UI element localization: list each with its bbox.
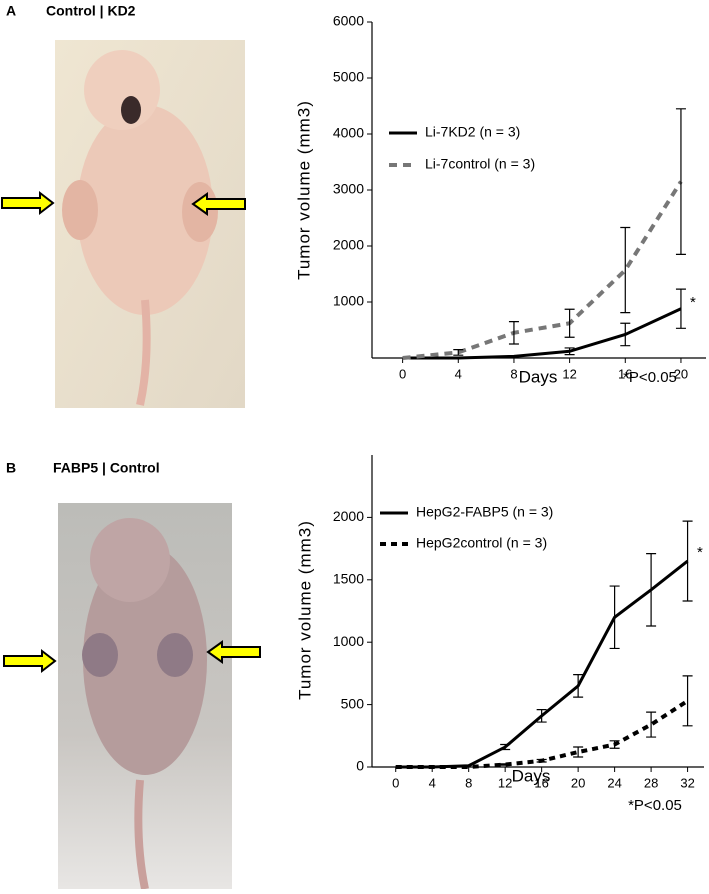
data-line — [402, 180, 683, 360]
legend-label: HepG2-FABP5 (n = 3) — [416, 504, 553, 520]
legend-label: Li-7KD2 (n = 3) — [425, 124, 520, 140]
error-bar — [564, 347, 575, 356]
error-bar — [675, 108, 686, 255]
data-line — [402, 307, 682, 360]
x-tick-label: 0 — [392, 775, 399, 790]
annotation: * — [690, 294, 696, 311]
y-tick-label: 0 — [356, 758, 364, 774]
error-bar — [536, 708, 547, 723]
legend-label: Li-7control (n = 3) — [425, 156, 535, 172]
error-bar — [675, 288, 686, 329]
error-bar — [646, 711, 657, 738]
x-tick-label: 24 — [607, 775, 621, 790]
photo-caption: Control | KD2 — [46, 3, 136, 19]
y-tick-label: 1000 — [333, 293, 364, 309]
annotation: * — [697, 544, 703, 561]
y-tick-label: 1000 — [333, 633, 364, 649]
arrow — [206, 640, 261, 664]
error-bar — [620, 322, 631, 347]
x-tick-label: 32 — [680, 775, 694, 790]
error-bar — [500, 743, 511, 751]
y-tick-label: 1500 — [333, 571, 364, 587]
error-bar — [609, 740, 620, 749]
y-tick-label: 2000 — [333, 508, 364, 524]
arrow — [191, 192, 246, 216]
error-bar — [682, 520, 693, 602]
error-bar — [620, 226, 631, 314]
x-tick-label: 12 — [562, 366, 576, 381]
error-bar — [646, 552, 657, 627]
x-axis-label: Days — [519, 367, 558, 386]
x-tick-label: 4 — [429, 775, 436, 790]
x-axis-label: Days — [512, 766, 551, 785]
y-tick-label: 6000 — [333, 13, 364, 29]
photo — [58, 503, 232, 890]
y-tick-label: 3000 — [333, 181, 364, 197]
panel-label: A — [6, 3, 16, 19]
error-bar — [508, 321, 519, 345]
data-line — [395, 559, 689, 769]
y-axis-label: Tumor volume (mm3) — [295, 520, 314, 700]
y-tick-label: 5000 — [333, 69, 364, 85]
annotation: *P<0.05 — [623, 369, 677, 386]
x-tick-label: 8 — [510, 366, 517, 381]
legend-label: HepG2control (n = 3) — [416, 535, 547, 551]
y-axis-label: Tumor volume (mm3) — [294, 100, 313, 280]
annotation: *P<0.05 — [628, 797, 682, 814]
error-bar — [682, 675, 693, 727]
x-tick-label: 28 — [644, 775, 658, 790]
x-tick-label: 0 — [399, 366, 406, 381]
y-tick-label: 4000 — [333, 125, 364, 141]
x-tick-label: 4 — [455, 366, 462, 381]
photo — [55, 40, 245, 408]
error-bar — [609, 585, 620, 650]
error-bar — [453, 349, 464, 356]
x-tick-label: 16 — [534, 775, 548, 790]
x-tick-label: 16 — [618, 366, 632, 381]
arrow — [1, 190, 55, 216]
y-tick-label: 2000 — [333, 237, 364, 253]
y-tick-label: 500 — [341, 695, 365, 711]
error-bar — [536, 758, 547, 763]
error-bar — [573, 674, 584, 698]
x-tick-label: 20 — [571, 775, 585, 790]
x-tick-label: 12 — [498, 775, 512, 790]
x-tick-label: 20 — [674, 366, 688, 381]
error-bar — [500, 763, 511, 766]
photo-caption: FABP5 | Control — [53, 460, 160, 476]
x-tick-label: 8 — [465, 775, 472, 790]
arrow — [3, 648, 57, 674]
error-bar — [573, 746, 584, 758]
panel-label: B — [6, 460, 16, 476]
error-bar — [564, 308, 575, 338]
